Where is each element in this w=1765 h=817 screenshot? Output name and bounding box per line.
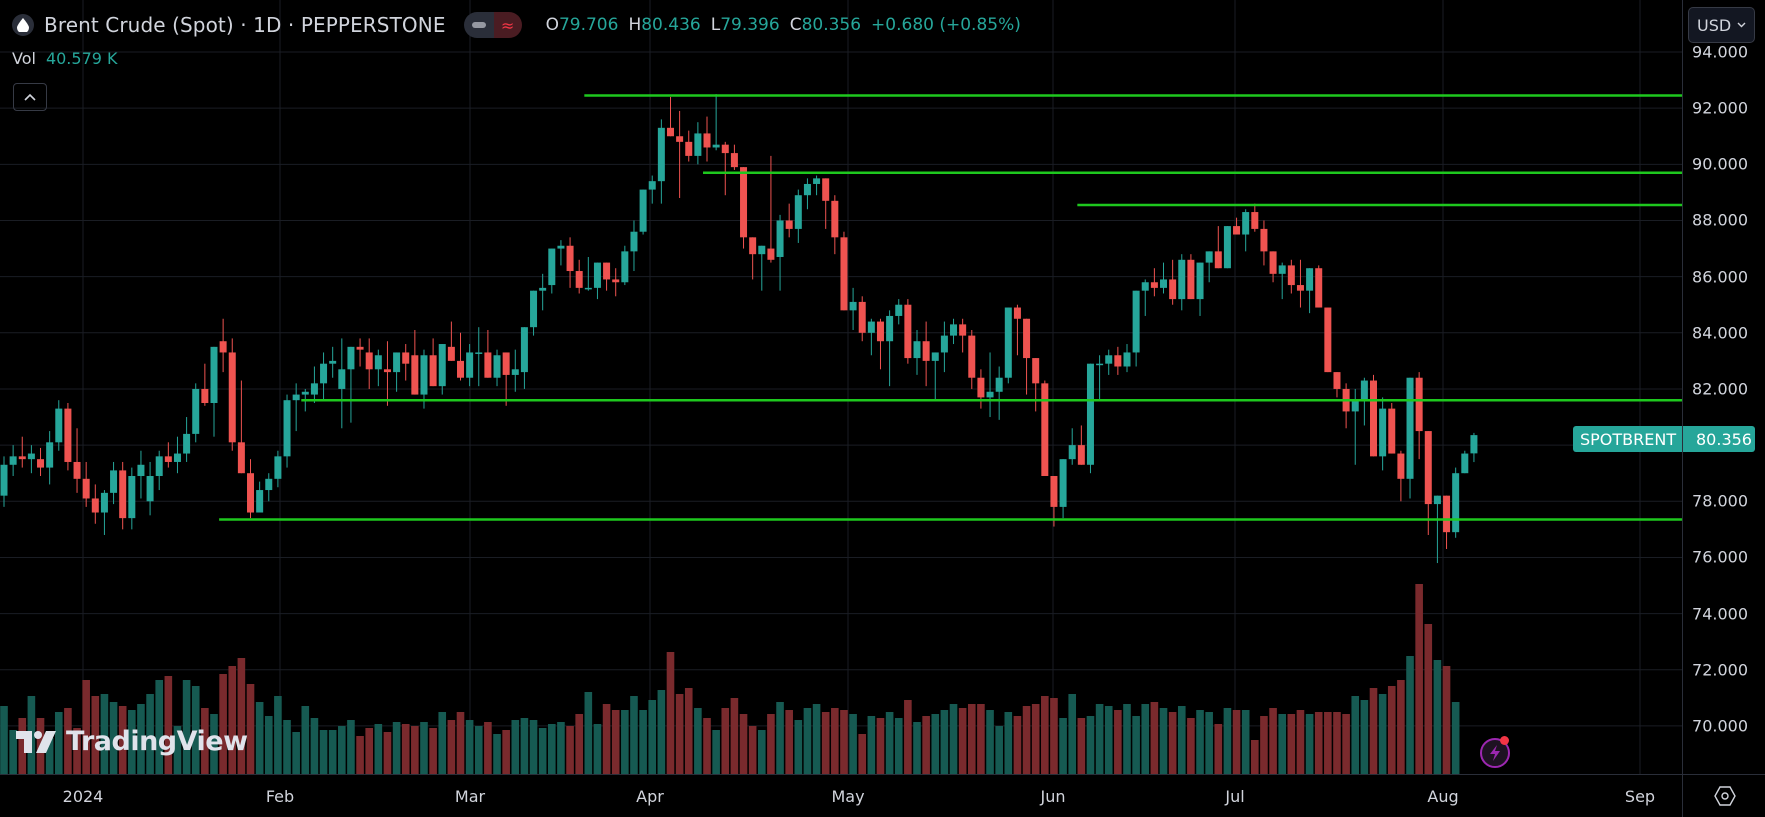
close-label: C bbox=[789, 15, 802, 35]
collapse-legend-button[interactable] bbox=[13, 83, 47, 111]
change-value: +0.680 (+0.85%) bbox=[871, 15, 1021, 35]
indicator-toggle-pill[interactable]: ≈ bbox=[463, 12, 522, 38]
alert-lightning-button[interactable] bbox=[1480, 738, 1510, 768]
price-axis-label: 94.000 bbox=[1692, 42, 1748, 62]
currency-label: USD bbox=[1697, 15, 1732, 35]
time-axis-label: Jul bbox=[1225, 787, 1245, 806]
high-label: H bbox=[628, 15, 642, 35]
symbol-title[interactable]: Brent Crude (Spot) · 1D · PEPPERSTONE bbox=[44, 13, 446, 37]
price-axis-label: 84.000 bbox=[1692, 323, 1748, 343]
time-axis-label: 2024 bbox=[62, 787, 104, 806]
open-label: O bbox=[545, 15, 559, 35]
time-axis-label: Jun bbox=[1040, 787, 1066, 806]
time-axis-label: Sep bbox=[1624, 787, 1656, 806]
price-axis-label: 92.000 bbox=[1692, 98, 1748, 118]
lightning-icon bbox=[1490, 745, 1500, 761]
low-value: 79.396 bbox=[720, 15, 780, 35]
visibility-toggle-icon[interactable] bbox=[463, 12, 494, 38]
settings-hexagon-icon bbox=[1713, 786, 1736, 806]
volume-label: Vol bbox=[12, 49, 36, 68]
price-axis-label: 70.000 bbox=[1692, 716, 1748, 736]
time-axis[interactable]: 2024 Feb Mar Apr May Jun Jul Aug Sep bbox=[0, 774, 1682, 817]
ohlc-values: O79.706 H80.436 L79.396 C80.356 +0.680 (… bbox=[546, 15, 1021, 35]
chart-settings-button[interactable] bbox=[1682, 774, 1765, 817]
tradingview-logo-icon bbox=[16, 730, 56, 753]
last-price-tag: 80.356 bbox=[1683, 426, 1755, 452]
notification-dot bbox=[1500, 736, 1509, 745]
time-axis-label: Mar bbox=[454, 787, 486, 806]
price-axis-label: 74.000 bbox=[1692, 604, 1748, 624]
chevron-up-icon bbox=[24, 93, 36, 101]
high-value: 80.436 bbox=[641, 15, 701, 35]
price-axis-label: 86.000 bbox=[1692, 267, 1748, 287]
close-value: 80.356 bbox=[801, 15, 862, 35]
price-axis-label: 90.000 bbox=[1692, 154, 1748, 174]
volume-legend: Vol 40.579 K bbox=[12, 49, 118, 68]
chevron-down-icon bbox=[1737, 22, 1746, 28]
volume-value: 40.579 K bbox=[45, 49, 118, 68]
time-axis-label: Aug bbox=[1427, 787, 1459, 806]
price-chart-canvas[interactable] bbox=[0, 0, 1682, 774]
price-axis-label: 76.000 bbox=[1692, 547, 1748, 567]
watermark-text: TradingView bbox=[66, 726, 248, 757]
approx-equal-icon[interactable]: ≈ bbox=[493, 12, 522, 38]
symbol-price-tag: SPOTBRENT bbox=[1573, 426, 1682, 452]
tradingview-watermark: TradingView bbox=[16, 726, 248, 757]
price-axis-label: 88.000 bbox=[1692, 210, 1748, 230]
drop-icon bbox=[12, 14, 34, 36]
currency-selector[interactable]: USD bbox=[1688, 7, 1755, 43]
time-axis-label: Feb bbox=[265, 787, 295, 806]
time-axis-label: May bbox=[831, 787, 865, 806]
price-axis-label: 78.000 bbox=[1692, 491, 1748, 511]
low-label: L bbox=[710, 15, 721, 35]
price-axis-label: 82.000 bbox=[1692, 379, 1748, 399]
time-axis-label: Apr bbox=[636, 787, 664, 806]
price-axis[interactable]: 94.000 92.000 90.000 88.000 86.000 84.000 82.0… bbox=[1682, 0, 1765, 774]
price-axis-label: 72.000 bbox=[1692, 660, 1748, 680]
open-value: 79.706 bbox=[558, 15, 619, 35]
symbol-legend: Brent Crude (Spot) · 1D · PEPPERSTONE ≈ … bbox=[12, 10, 1021, 40]
